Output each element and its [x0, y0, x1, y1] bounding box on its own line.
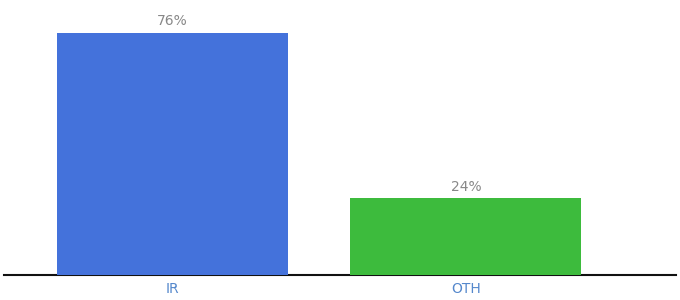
Text: 76%: 76% [156, 14, 188, 28]
Bar [56, 33, 288, 275]
Text: 24%: 24% [451, 180, 481, 194]
Bar [350, 198, 581, 275]
